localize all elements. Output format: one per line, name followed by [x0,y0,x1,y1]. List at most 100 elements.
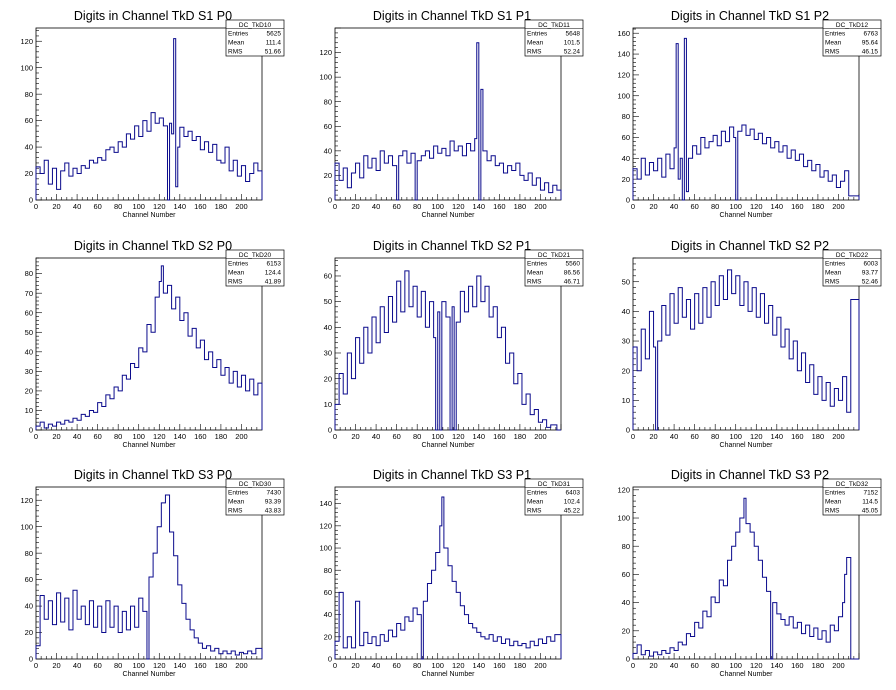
panel-title: Digits in Channel TkD S3 P2 [671,468,829,482]
x-tick-label: 60 [93,202,101,211]
y-tick-label: 20 [622,366,630,375]
x-tick-label: 120 [153,661,166,670]
y-tick-label: 0 [328,655,332,664]
y-tick-label: 0 [626,655,630,664]
stats-name: DC_TkD22 [836,252,869,259]
x-tick-label: 80 [413,202,421,211]
y-axis: 0 20 40 60 80 100 120 [617,485,639,664]
stats-label-rms: RMS [228,49,243,56]
stats-box: DC_TkD20 Entries 6153 Mean 124.4 RMS 41.89 [225,249,285,287]
x-tick-label: 120 [750,432,763,441]
y-tick-label: 100 [319,544,332,553]
x-tick-label: 120 [452,432,465,441]
x-tick-label: 100 [729,202,742,211]
x-tick-label: 160 [194,432,207,441]
x-tick-label: 80 [711,202,719,211]
histogram-panel-9: Digits in Channel TkD S3 P2 0 20 40 60 80 100 1… [617,468,882,678]
y-tick-label: 100 [617,514,630,523]
x-axis: 0 20 40 60 80 100 120 140 160 180 200 [333,194,562,211]
stats-name: DC_TkD21 [538,252,571,259]
x-axis: 0 20 40 60 80 100 120 140 160 180 200 [34,424,263,441]
x-tick-label: 160 [791,432,804,441]
x-tick-label: 40 [73,202,81,211]
stats-value-entries: 5648 [566,31,581,38]
x-tick-label: 20 [351,202,359,211]
stats-label-entries: Entries [527,261,548,268]
stats-value-entries: 5625 [267,31,282,38]
x-tick-label: 100 [132,661,145,670]
y-tick-label: 20 [25,628,33,637]
x-tick-label: 40 [670,661,678,670]
x-axis-label: Channel Number [123,671,177,678]
x-tick-label: 0 [333,202,337,211]
y-tick-label: 60 [25,116,33,125]
x-tick-label: 60 [690,432,698,441]
x-axis-label: Channel Number [720,212,774,219]
stats-value-mean: 114.5 [862,499,878,506]
histogram-series [35,265,263,430]
y-tick-label: 100 [20,522,33,531]
histogram-series [632,269,860,431]
histogram-series [35,494,263,660]
x-tick-label: 60 [93,432,101,441]
x-tick-label: 160 [493,661,506,670]
stats-label-rms: RMS [228,279,243,286]
y-tick-label: 140 [319,499,332,508]
x-axis: 0 20 40 60 80 100 120 140 160 180 200 [333,653,562,670]
stats-label-entries: Entries [825,490,846,497]
stats-label-mean: Mean [228,270,245,277]
x-tick-label: 0 [631,202,635,211]
x-tick-label: 200 [534,202,547,211]
stats-label-rms: RMS [825,49,840,56]
x-tick-label: 80 [711,432,719,441]
x-tick-label: 200 [235,202,248,211]
stats-value-entries: 6153 [267,261,282,268]
x-tick-label: 80 [711,661,719,670]
x-tick-label: 120 [750,661,763,670]
x-tick-label: 200 [235,432,248,441]
y-tick-label: 0 [328,426,332,435]
x-tick-label: 140 [174,661,187,670]
stats-value-rms: 52.24 [564,49,581,56]
x-tick-label: 60 [392,661,400,670]
y-tick-label: 80 [324,566,332,575]
x-tick-label: 140 [473,661,486,670]
x-axis-label: Channel Number [123,212,177,219]
y-axis: 0 20 40 60 80 100 120 140 [319,490,341,664]
panel-title: Digits in Channel TkD S2 P0 [74,239,232,253]
y-tick-label: 40 [324,610,332,619]
panel-title: Digits in Channel TkD S2 P1 [373,239,531,253]
x-tick-label: 40 [372,661,380,670]
x-tick-label: 100 [729,432,742,441]
stats-label-mean: Mean [527,40,544,47]
y-tick-label: 100 [617,91,630,100]
x-tick-label: 160 [791,661,804,670]
x-tick-label: 40 [372,202,380,211]
x-tick-label: 0 [34,661,38,670]
stats-label-mean: Mean [825,499,842,506]
y-tick-label: 0 [328,196,332,205]
histogram-series [632,37,860,201]
stats-box: DC_TkD32 Entries 7152 Mean 114.5 RMS 45.05 [822,478,882,516]
x-tick-label: 180 [215,661,228,670]
x-tick-label: 120 [452,661,465,670]
stats-name: DC_TkD12 [836,22,869,29]
x-tick-label: 80 [413,432,421,441]
x-tick-label: 20 [649,202,657,211]
y-tick-label: 0 [626,196,630,205]
histogram-panel-2: Digits in Channel TkD S1 P1 0 20 40 60 80 100 1… [319,9,584,219]
x-tick-label: 40 [73,661,81,670]
y-tick-label: 20 [25,169,33,178]
x-tick-label: 160 [194,202,207,211]
y-tick-label: 30 [324,349,332,358]
stats-value-rms: 51.66 [265,49,282,56]
stats-label-mean: Mean [825,40,842,47]
y-tick-label: 20 [622,175,630,184]
x-tick-label: 160 [493,202,506,211]
y-tick-label: 60 [324,272,332,281]
stats-value-mean: 111.4 [266,40,282,47]
x-tick-label: 180 [812,661,825,670]
stats-value-rms: 45.22 [564,508,581,515]
y-tick-label: 10 [324,400,332,409]
x-tick-label: 100 [729,661,742,670]
